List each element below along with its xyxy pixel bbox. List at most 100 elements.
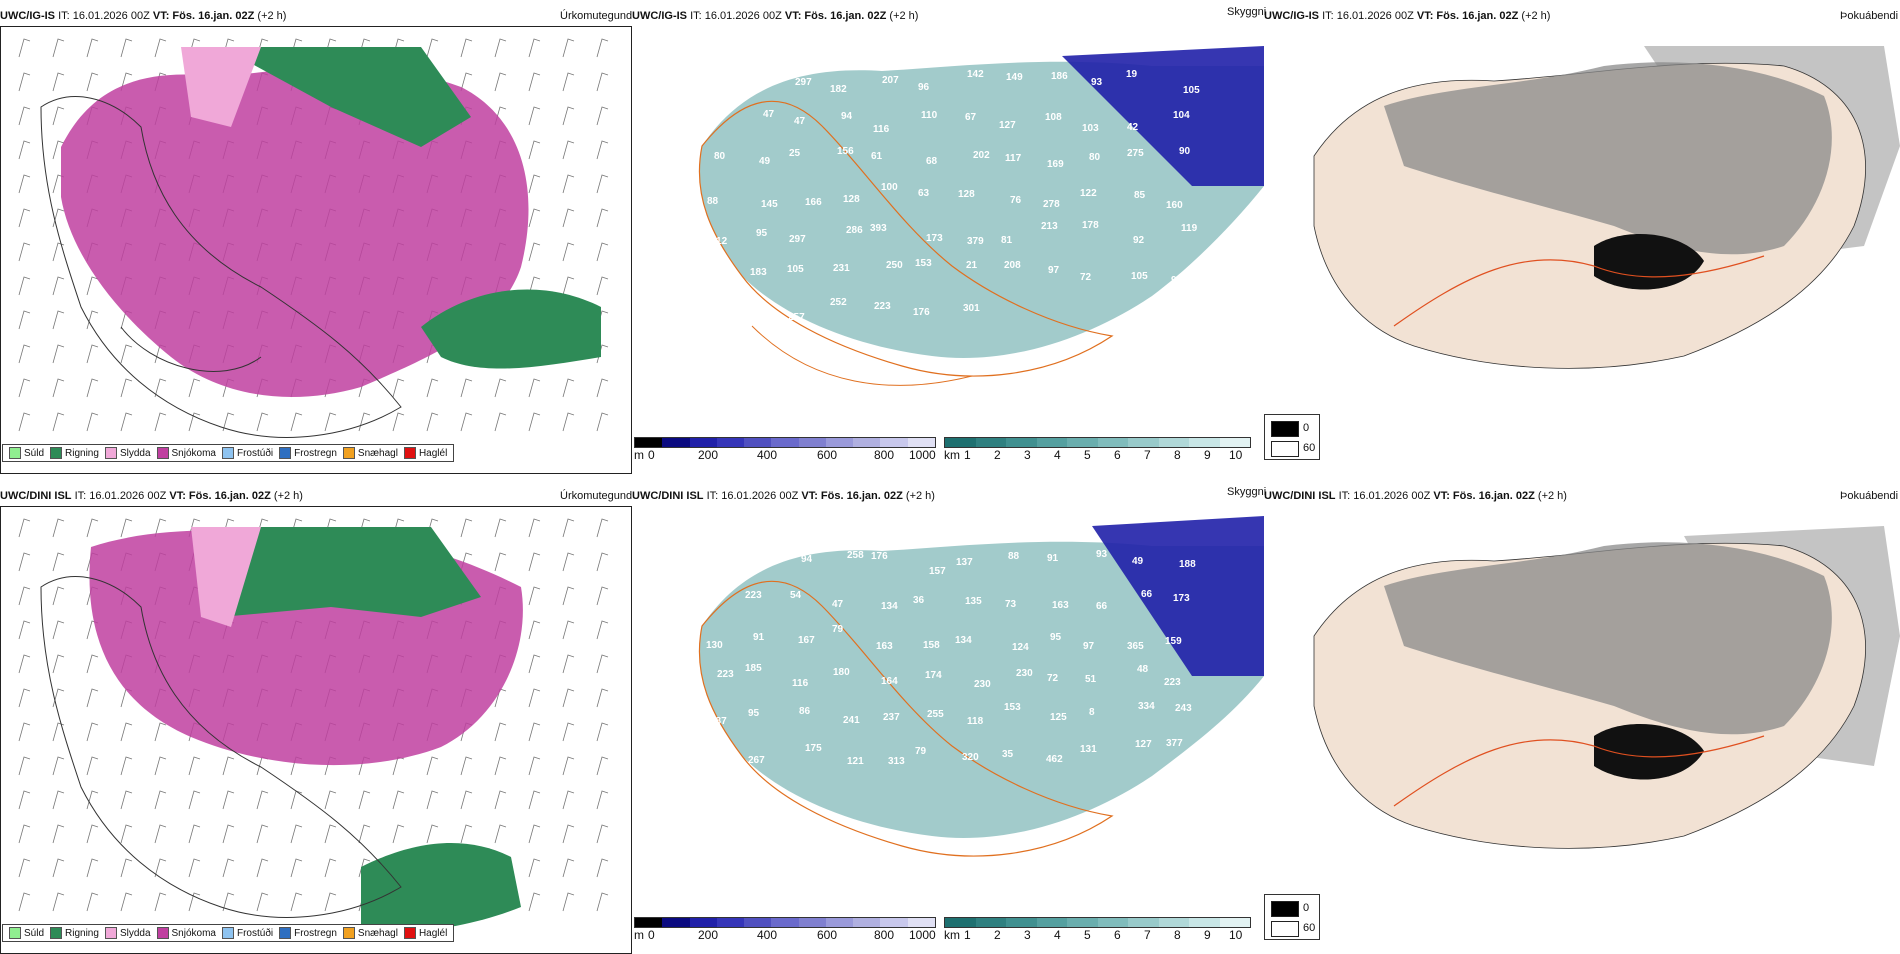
visibility-value: 156 <box>837 146 854 157</box>
wind-barb <box>562 518 575 538</box>
wind-barb <box>18 790 31 810</box>
wind-barb <box>86 824 99 844</box>
visibility-value: 157 <box>929 566 946 577</box>
visibility-value: 223 <box>874 301 891 312</box>
wind-barb <box>18 518 31 538</box>
visibility-value: 94 <box>841 111 853 122</box>
visibility-value: 163 <box>1052 600 1069 611</box>
wind-barb <box>120 518 133 538</box>
wind-barb <box>120 344 133 364</box>
wind-barb <box>596 756 609 776</box>
visibility-value: 145 <box>761 199 778 210</box>
visibility-value: 176 <box>913 307 930 318</box>
visibility-value: 47 <box>763 109 775 120</box>
wind-barb <box>528 174 541 194</box>
wind-barb <box>562 858 575 878</box>
wind-barb <box>18 208 31 228</box>
wind-barb <box>562 790 575 810</box>
visibility-value: 365 <box>1127 641 1144 652</box>
wind-barb <box>562 722 575 742</box>
wind-barb <box>324 412 337 432</box>
wind-barb <box>18 858 31 878</box>
visibility-value: 237 <box>883 712 900 723</box>
wind-barb <box>494 824 507 844</box>
wind-barb <box>494 790 507 810</box>
visibility-value: 182 <box>830 84 847 95</box>
wind-barb <box>222 858 235 878</box>
visibility-value: 124 <box>1012 642 1029 653</box>
legend-item-haglel: Haglél <box>403 927 447 939</box>
wind-barb <box>18 586 31 606</box>
wind-barb <box>52 344 65 364</box>
wind-barb <box>460 378 473 398</box>
wind-barb <box>528 654 541 674</box>
panel-header: UWC/DINI ISL IT: 16.01.2026 00Z VT: Fös.… <box>632 490 935 502</box>
wind-barb <box>562 106 575 126</box>
wind-barb <box>528 412 541 432</box>
wind-barb <box>52 518 65 538</box>
wind-barb <box>562 756 575 776</box>
wind-barb <box>86 344 99 364</box>
wind-barb <box>188 892 201 912</box>
fog-legend: 0 60 <box>1264 894 1320 940</box>
wind-barb <box>494 378 507 398</box>
fog-map <box>1264 26 1900 441</box>
wind-barb <box>86 858 99 878</box>
legend-item-rigning: Rigning <box>50 927 99 939</box>
legend-item-frostregn: Frostregn <box>279 447 337 459</box>
visibility-value: 149 <box>1006 72 1023 83</box>
visibility-value: 93 <box>1096 549 1108 560</box>
visibility-value: 47 <box>794 116 806 127</box>
visibility-value: 134 <box>881 601 898 612</box>
wind-barb <box>188 824 201 844</box>
visibility-value: 134 <box>955 635 972 646</box>
wind-barb <box>528 858 541 878</box>
wind-barb <box>86 790 99 810</box>
wind-barb <box>86 688 99 708</box>
visibility-value: 131 <box>1080 744 1097 755</box>
visibility-value: 210 <box>712 259 729 270</box>
wind-barb <box>154 722 167 742</box>
wind-barb <box>86 654 99 674</box>
visibility-value: 51 <box>1085 674 1097 685</box>
wind-barb <box>18 174 31 194</box>
legend-item-haglel: Haglél <box>403 447 447 459</box>
wind-barb <box>222 756 235 776</box>
visibility-value: 275 <box>1127 148 1144 159</box>
wind-barb <box>494 518 507 538</box>
visibility-value: 88 <box>1008 551 1020 562</box>
wind-barb <box>18 824 31 844</box>
visibility-value: 209 <box>710 586 727 597</box>
visibility-value: 125 <box>1050 712 1067 723</box>
visibility-value: 176 <box>871 551 888 562</box>
wind-barb <box>494 756 507 776</box>
swatch <box>9 927 21 939</box>
visibility-value: 80 <box>1089 152 1101 163</box>
wind-barb <box>596 378 609 398</box>
panel-header: UWC/DINI ISL IT: 16.01.2026 00Z VT: Fös.… <box>1264 490 1567 502</box>
wind-barb <box>18 688 31 708</box>
visibility-value: 149 <box>746 72 763 83</box>
fog-swatch-0 <box>1271 901 1299 917</box>
visibility-value: 257 <box>788 312 805 323</box>
precip-panel-top: UWC/IG-IS IT: 16.01.2026 00Z VT: Fös. 16… <box>0 10 633 474</box>
wind-barb <box>562 72 575 92</box>
panel-label: Úrkomutegund <box>560 10 633 22</box>
visibility-value: 159 <box>1165 636 1182 647</box>
visibility-value: 100 <box>881 182 898 193</box>
wind-barb <box>528 208 541 228</box>
visibility-value: 186 <box>711 749 728 760</box>
wind-barb <box>52 858 65 878</box>
wind-barb <box>426 38 439 58</box>
legend-item-slydda: Slydda <box>104 447 151 459</box>
visibility-value: 258 <box>847 550 864 561</box>
wind-barb <box>528 790 541 810</box>
legend-item-snjokoma: Snjókoma <box>156 927 216 939</box>
wind-barb <box>86 378 99 398</box>
visibility-value: 278 <box>1043 199 1060 210</box>
visibility-value: 231 <box>833 263 850 274</box>
visibility-value: 255 <box>927 709 944 720</box>
visibility-value: 63 <box>918 188 930 199</box>
precip-panel-bottom: UWC/DINI ISL IT: 16.01.2026 00Z VT: Fös.… <box>0 490 632 954</box>
visibility-value: 105 <box>1183 85 1200 96</box>
